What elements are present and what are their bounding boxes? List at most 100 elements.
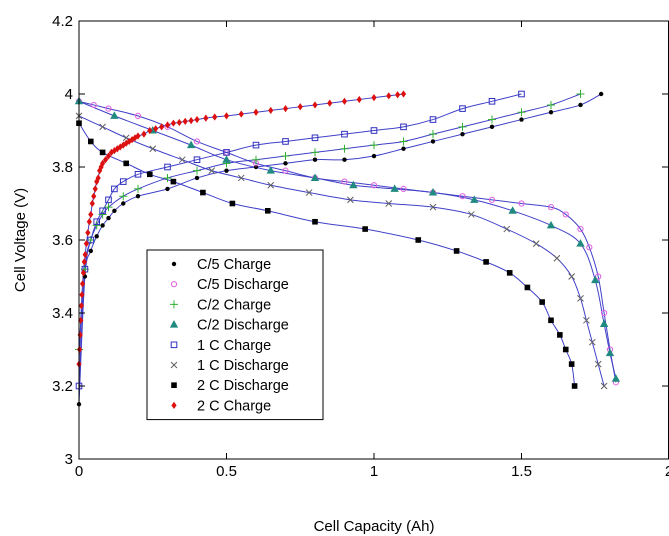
data-point [203, 114, 209, 122]
data-point [141, 130, 147, 138]
legend-marker [169, 320, 179, 328]
data-point [135, 194, 141, 199]
data-point [568, 273, 576, 280]
legend-marker [170, 300, 178, 309]
data-point [488, 115, 496, 124]
data-point [99, 123, 106, 131]
data-point [489, 124, 495, 130]
data-point [92, 185, 98, 193]
x-axis-ticks: 0 0.5 1 1.5 2 [75, 21, 669, 480]
data-point [99, 207, 106, 215]
data-point [428, 188, 438, 196]
data-point [395, 91, 401, 99]
data-point [194, 175, 200, 181]
data-point [149, 145, 157, 153]
data-point [400, 90, 407, 98]
data-point [386, 92, 392, 100]
data-point [182, 117, 188, 125]
data-point [79, 291, 85, 299]
model-line [78, 100, 617, 379]
y-tick-label: 3.6 [52, 232, 73, 249]
data-point [488, 196, 496, 203]
data-point [147, 171, 153, 178]
series-0 [76, 91, 604, 407]
data-point [503, 225, 511, 233]
legend-label: 2 C Discharge [197, 378, 289, 394]
data-point [562, 346, 569, 353]
data-point [390, 184, 399, 192]
legend-entry: 1 C Charge [170, 338, 271, 354]
data-point [267, 181, 275, 189]
data-point [106, 215, 111, 221]
data-point [104, 203, 113, 212]
data-point [119, 178, 127, 185]
data-point [588, 338, 596, 346]
data-point [568, 361, 575, 367]
legend-label: 1 C Discharge [197, 358, 289, 374]
data-point [576, 90, 585, 98]
data-point [87, 236, 95, 244]
x-tick-label: 1.5 [511, 463, 532, 480]
data-point [237, 174, 245, 182]
data-point [229, 200, 236, 207]
y-tick-label: 3.8 [52, 159, 73, 176]
data-point [98, 163, 104, 171]
data-point [82, 251, 88, 259]
legend-box [146, 249, 324, 421]
data-point [341, 178, 348, 185]
legend-entry: C/2 Charge [170, 297, 271, 313]
data-point [265, 208, 271, 214]
legend-marker [171, 401, 177, 409]
data-point [583, 316, 590, 324]
data-point [200, 189, 206, 196]
legend-entry: C/2 Discharge [169, 318, 289, 334]
legend-entry: 1 C Discharge [170, 358, 289, 374]
data-point [371, 153, 377, 159]
y-tick-label: 3.4 [52, 305, 73, 322]
data-point [312, 101, 318, 109]
data-point [401, 146, 406, 151]
data-point [86, 218, 92, 226]
data-point [548, 110, 554, 115]
data-point [532, 240, 540, 248]
data-point [88, 248, 94, 254]
legend-entry: C/5 Discharge [170, 277, 289, 293]
data-point [170, 119, 176, 127]
data-point [238, 110, 244, 118]
data-point [94, 234, 99, 239]
data-point [112, 208, 117, 213]
data-point [102, 156, 109, 164]
data-point [85, 229, 91, 237]
data-point [311, 134, 319, 142]
x-tick-label: 2 [665, 463, 669, 480]
data-point [546, 220, 556, 229]
data-point [310, 173, 320, 181]
data-point [153, 125, 159, 133]
y-axis-ticks: 3 3.2 3.4 3.6 3.8 4 4.2 [52, 13, 668, 468]
data-point [362, 226, 368, 232]
data-point [429, 203, 437, 211]
data-point [99, 149, 106, 156]
data-point [349, 180, 358, 189]
legend-label: C/5 Discharge [197, 277, 289, 293]
data-point [591, 275, 600, 284]
data-point [594, 360, 602, 368]
data-point [429, 130, 437, 139]
data-point [268, 106, 274, 115]
legend-label: 2 C Charge [197, 398, 271, 414]
data-point [253, 108, 259, 116]
data-point [212, 113, 218, 121]
y-tick-label: 3.2 [52, 378, 73, 395]
data-point [311, 148, 319, 157]
data-point [453, 248, 460, 254]
data-point [100, 223, 105, 228]
data-point [223, 112, 230, 120]
data-point [341, 130, 348, 138]
data-point [77, 331, 83, 339]
data-point [164, 121, 171, 129]
data-point [430, 139, 436, 144]
data-point [282, 167, 289, 174]
data-point [562, 211, 569, 218]
data-point [89, 199, 95, 208]
